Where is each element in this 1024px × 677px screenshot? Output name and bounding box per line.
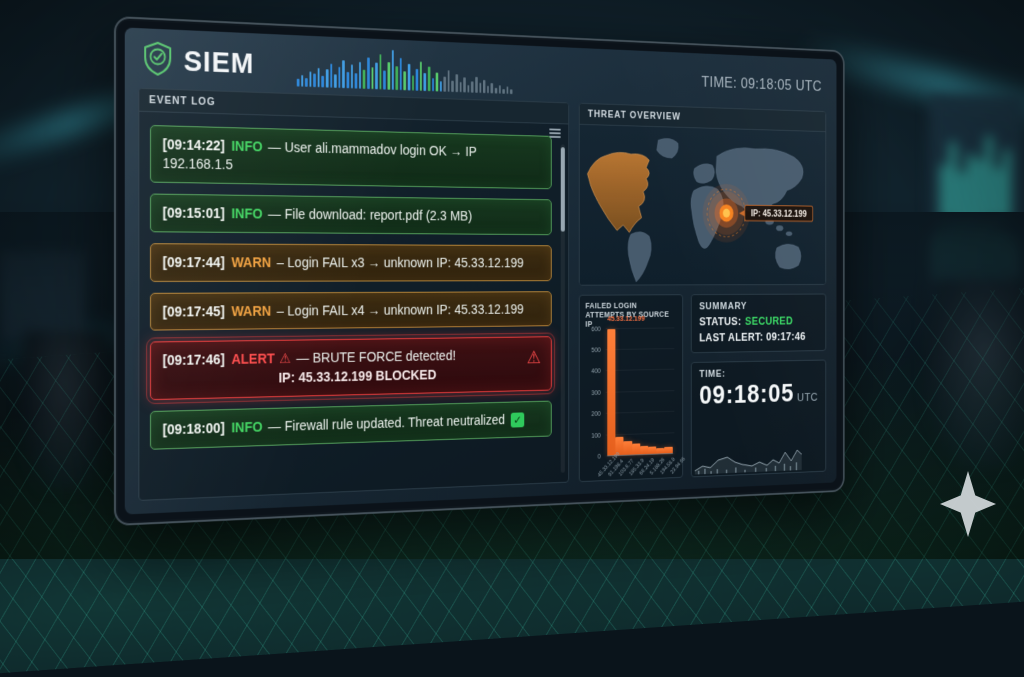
clock-label: TIME: xyxy=(699,367,818,380)
log-entry[interactable]: [09:14:22]INFO— User ali.mammadov login … xyxy=(150,125,552,189)
side-stack: SUMMARY STATUS: SECURED LAST ALERT: 09:17… xyxy=(691,294,827,478)
chart-annotation: 45.33.12.199 xyxy=(607,314,645,323)
log-entry[interactable]: [09:17:46] ALERT ⚠ — BRUTE FORCE detected!I… xyxy=(150,337,552,401)
log-message: — File download: report.pdf (2.3 MB) xyxy=(268,206,472,223)
map-australia xyxy=(776,244,801,269)
log-level: INFO xyxy=(231,205,262,221)
log-entry[interactable]: [09:18:00] INFO — Firewall rule updated. T… xyxy=(150,401,552,450)
bar xyxy=(664,447,672,454)
svg-text:IP: 45.33.12.199: IP: 45.33.12.199 xyxy=(751,209,807,220)
bar xyxy=(648,446,656,454)
bar xyxy=(640,446,648,455)
right-column: THREAT OVERVIEW xyxy=(579,103,826,482)
log-level: WARN xyxy=(231,254,271,270)
waveform-icon xyxy=(297,46,520,94)
log-timestamp: [09:17:45] xyxy=(163,303,225,319)
event-log-list: [09:14:22]INFO— User ali.mammadov login … xyxy=(139,112,568,500)
log-entry[interactable]: [09:17:44] WARN – Login FAIL x3 → unknown … xyxy=(150,243,552,282)
world-map: IP: 45.33.12.199 xyxy=(580,125,826,285)
log-timestamp: [09:17:46] xyxy=(163,352,225,369)
monitor: SIEM TIME: 09:18:05 UTC EVENT LOG [09:1 xyxy=(114,16,845,526)
summary-panel: SUMMARY STATUS: SECURED LAST ALERT: 09:17… xyxy=(691,294,827,354)
event-log-panel: EVENT LOG [09:14:22]INFO— User ali.mamma… xyxy=(138,88,569,501)
log-level: INFO xyxy=(231,419,262,436)
map-north-america xyxy=(587,152,649,233)
clock-sparkline xyxy=(695,444,802,475)
status-line: STATUS: SECURED xyxy=(699,314,818,328)
clock-value: 09:18:05 xyxy=(699,379,794,410)
brand: SIEM xyxy=(142,40,254,85)
clock-zone: UTC xyxy=(797,390,818,404)
siem-dashboard-screen: SIEM TIME: 09:18:05 UTC EVENT LOG [09:1 xyxy=(125,27,837,514)
log-entry[interactable]: [09:15:01] INFO — File download: report.pd… xyxy=(150,193,552,235)
last-alert-line: LAST ALERT: 09:17:46 xyxy=(699,330,818,344)
dashboard-body: EVENT LOG [09:14:22]INFO— User ali.mamma… xyxy=(125,83,837,514)
log-level: INFO xyxy=(231,138,262,154)
shield-check-icon xyxy=(142,40,173,82)
summary-title: SUMMARY xyxy=(699,301,818,312)
map-south-america xyxy=(628,232,651,282)
status-badge: SECURED xyxy=(745,315,793,328)
log-level: ALERT xyxy=(231,351,274,367)
bar xyxy=(656,447,664,453)
log-message-line2: IP: 45.33.12.199 BLOCKED xyxy=(163,364,541,390)
header-clock: TIME: 09:18:05 UTC xyxy=(701,74,821,95)
log-timestamp: [09:14:22] xyxy=(163,136,225,153)
threat-overview-panel: THREAT OVERVIEW xyxy=(579,103,826,286)
event-log-scrollbar[interactable] xyxy=(561,144,565,472)
log-message: — Firewall rule updated. Threat neutrali… xyxy=(268,412,505,434)
header-spacer xyxy=(520,75,701,82)
log-timestamp: [09:17:44] xyxy=(163,254,225,270)
bar xyxy=(607,329,615,456)
log-level: WARN xyxy=(231,303,271,319)
warning-triangle-icon: ⚠ xyxy=(527,347,541,371)
log-message: — BRUTE FORCE detected! xyxy=(296,348,455,366)
map-europe xyxy=(694,164,715,184)
log-message: – Login FAIL x3 → unknown IP: 45.33.12.1… xyxy=(277,254,524,270)
log-message: – Login FAIL x4 → unknown IP: 45.33.12.1… xyxy=(277,301,524,318)
map-greenland xyxy=(657,138,678,158)
failed-logins-chart-panel: FAILED LOGIN ATTEMPTS BY SOURCE IP 45.33… xyxy=(579,294,683,482)
chart-bars xyxy=(607,324,672,456)
bar xyxy=(624,441,632,455)
bar xyxy=(632,444,640,455)
monitor-bezel: SIEM TIME: 09:18:05 UTC EVENT LOG [09:1 xyxy=(114,16,845,526)
log-entry[interactable]: [09:17:45] WARN – Login FAIL x4 → unknown … xyxy=(150,291,552,331)
scrollbar-thumb[interactable] xyxy=(561,147,565,231)
bottom-row: FAILED LOGIN ATTEMPTS BY SOURCE IP 45.33… xyxy=(579,294,826,483)
log-timestamp: [09:15:01] xyxy=(163,204,225,220)
log-timestamp: [09:18:00] xyxy=(163,420,225,438)
threat-ip-label: IP: 45.33.12.199 xyxy=(739,205,813,221)
app-title: SIEM xyxy=(184,45,255,80)
warning-triangle-icon: ⚠ xyxy=(279,351,291,367)
check-badge-icon: ✓ xyxy=(511,413,524,428)
status-label: STATUS: xyxy=(699,315,741,328)
